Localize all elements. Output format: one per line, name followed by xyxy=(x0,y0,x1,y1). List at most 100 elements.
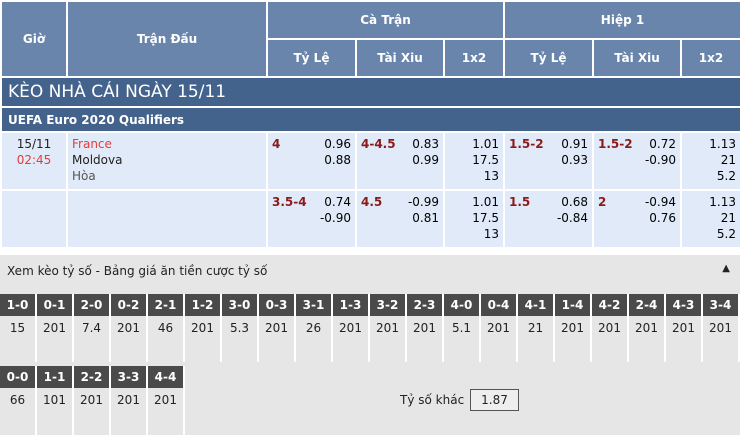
table-row: 15/11 02:45 France Moldova Hòa 4 0.96 0.88 4-… xyxy=(0,131,740,191)
header-match: Trận Đấu xyxy=(66,0,268,78)
score-cell[interactable]: 0-0 66 xyxy=(0,366,37,435)
odds-value[interactable]: -0.90 xyxy=(644,153,677,167)
score-label: 1-4 xyxy=(555,294,590,316)
score-odds: 101 xyxy=(43,393,66,407)
score-cell[interactable]: 4-2 201 xyxy=(592,294,629,362)
score-label: 1-3 xyxy=(333,294,368,316)
odds-value[interactable]: 0.83 xyxy=(412,137,439,151)
odds-value[interactable]: 0.99 xyxy=(412,153,439,167)
ou-line: 2 xyxy=(598,195,607,209)
score-odds: 15 xyxy=(9,321,26,335)
score-cell[interactable]: 2-2 201 xyxy=(74,366,111,435)
collapse-triangle-icon[interactable]: ▲ xyxy=(722,263,730,274)
odds-value[interactable]: 0.74 xyxy=(324,195,351,209)
score-label: 4-4 xyxy=(148,366,183,388)
score-odds: 201 xyxy=(117,321,140,335)
odds-value[interactable]: 0.72 xyxy=(649,137,677,151)
score-label: 2-0 xyxy=(74,294,109,316)
odds-value[interactable]: 1.01 xyxy=(472,137,500,151)
odds-value[interactable]: 17.5 xyxy=(472,153,500,167)
header-ft-handicap: Tỷ Lệ xyxy=(266,38,357,78)
odds-value[interactable]: 1.13 xyxy=(709,137,737,151)
league-name: UEFA Euro 2020 Qualifiers xyxy=(0,106,740,133)
header-h1-handicap: Tỷ Lệ xyxy=(503,38,595,78)
score-cell[interactable]: 3-2 201 xyxy=(370,294,407,362)
odds-value[interactable]: 0.91 xyxy=(561,137,589,151)
correct-score-panel: Xem kèo tỷ số - Bảng giá ăn tiền cược tỷ… xyxy=(0,255,740,435)
odds-value[interactable]: 1.13 xyxy=(709,195,737,209)
score-cell[interactable]: 3-1 26 xyxy=(296,294,333,362)
odds-value[interactable]: -0.94 xyxy=(644,195,677,209)
score-cell[interactable]: 3-0 5.3 xyxy=(222,294,259,362)
score-odds: 201 xyxy=(376,321,399,335)
header-h1-1x2: 1x2 xyxy=(680,38,740,78)
odds-value[interactable]: -0.90 xyxy=(319,211,351,225)
odds-value[interactable]: 17.5 xyxy=(472,211,500,225)
score-odds: 201 xyxy=(598,321,621,335)
score-odds: 201 xyxy=(117,393,140,407)
score-cell[interactable]: 0-1 201 xyxy=(37,294,74,362)
score-cell[interactable]: 4-4 201 xyxy=(148,366,185,435)
odds-value[interactable]: 0.93 xyxy=(561,153,589,167)
score-label: 0-3 xyxy=(259,294,294,316)
score-odds: 201 xyxy=(80,393,103,407)
score-label: 3-0 xyxy=(222,294,257,316)
odds-value[interactable]: 0.68 xyxy=(561,195,589,209)
odds-value[interactable]: 5.2 xyxy=(716,169,737,183)
odds-value[interactable]: 0.81 xyxy=(412,211,439,225)
odds-value[interactable]: 5.2 xyxy=(716,227,737,241)
score-cell[interactable]: 0-4 201 xyxy=(481,294,518,362)
score-cell[interactable]: 1-2 201 xyxy=(185,294,222,362)
score-cell[interactable]: 2-1 46 xyxy=(148,294,185,362)
home-team[interactable]: France xyxy=(72,137,112,151)
score-label: 0-4 xyxy=(481,294,516,316)
odds-value[interactable]: 21 xyxy=(720,153,737,167)
score-cell[interactable]: 3-4 201 xyxy=(703,294,740,362)
handicap-line: 1.5-2 xyxy=(509,137,544,151)
score-odds: 201 xyxy=(709,321,732,335)
score-cell[interactable]: 0-3 201 xyxy=(259,294,296,362)
score-odds: 201 xyxy=(413,321,436,335)
odds-value[interactable]: 0.96 xyxy=(324,137,351,151)
score-label: 1-2 xyxy=(185,294,220,316)
odds-value[interactable]: -0.99 xyxy=(407,195,439,209)
score-cell[interactable]: 2-0 7.4 xyxy=(74,294,111,362)
odds-value[interactable]: 0.76 xyxy=(649,211,677,225)
other-score-value[interactable]: 1.87 xyxy=(470,389,519,411)
score-cell[interactable]: 2-4 201 xyxy=(629,294,666,362)
score-cell[interactable]: 4-1 21 xyxy=(518,294,555,362)
away-team[interactable]: Moldova xyxy=(72,153,123,167)
score-label: 4-2 xyxy=(592,294,627,316)
handicap-line: 1.5 xyxy=(509,195,531,209)
odds-value[interactable]: 13 xyxy=(483,227,500,241)
correct-score-title[interactable]: Xem kèo tỷ số - Bảng giá ăn tiền cược tỷ… xyxy=(7,264,268,278)
score-cell[interactable]: 2-3 201 xyxy=(407,294,444,362)
header-ft-over-under: Tài Xiu xyxy=(355,38,445,78)
score-label: 3-4 xyxy=(703,294,738,316)
header-full-match: Cà Trận xyxy=(265,0,506,40)
score-label: 4-0 xyxy=(444,294,479,316)
page-title: KÈO NHÀ CÁI NGÀY 15/11 xyxy=(0,76,740,108)
odds-value[interactable]: 21 xyxy=(720,211,737,225)
odds-value[interactable]: -0.84 xyxy=(556,211,589,225)
match-date: 15/11 xyxy=(16,137,52,151)
odds-value[interactable]: 13 xyxy=(483,169,500,183)
score-cell[interactable]: 0-2 201 xyxy=(111,294,148,362)
score-odds: 201 xyxy=(561,321,584,335)
score-cell[interactable]: 1-4 201 xyxy=(555,294,592,362)
score-odds: 5.3 xyxy=(229,321,250,335)
score-cell[interactable]: 3-3 201 xyxy=(111,366,148,435)
odds-value[interactable]: 0.88 xyxy=(324,153,351,167)
score-row: 0-0 66 1-1 101 2-2 201 3-3 201 4-4 201 xyxy=(0,366,185,435)
score-cell[interactable]: 4-3 201 xyxy=(666,294,703,362)
score-odds: 21 xyxy=(527,321,544,335)
draw-label: Hòa xyxy=(72,169,96,183)
score-cell[interactable]: 4-0 5.1 xyxy=(444,294,481,362)
odds-value[interactable]: 1.01 xyxy=(472,195,500,209)
score-cell[interactable]: 1-0 15 xyxy=(0,294,37,362)
score-cell[interactable]: 1-3 201 xyxy=(333,294,370,362)
score-odds: 201 xyxy=(154,393,177,407)
header-ft-1x2: 1x2 xyxy=(442,38,506,78)
score-cell[interactable]: 1-1 101 xyxy=(37,366,74,435)
score-label: 0-0 xyxy=(0,366,35,388)
